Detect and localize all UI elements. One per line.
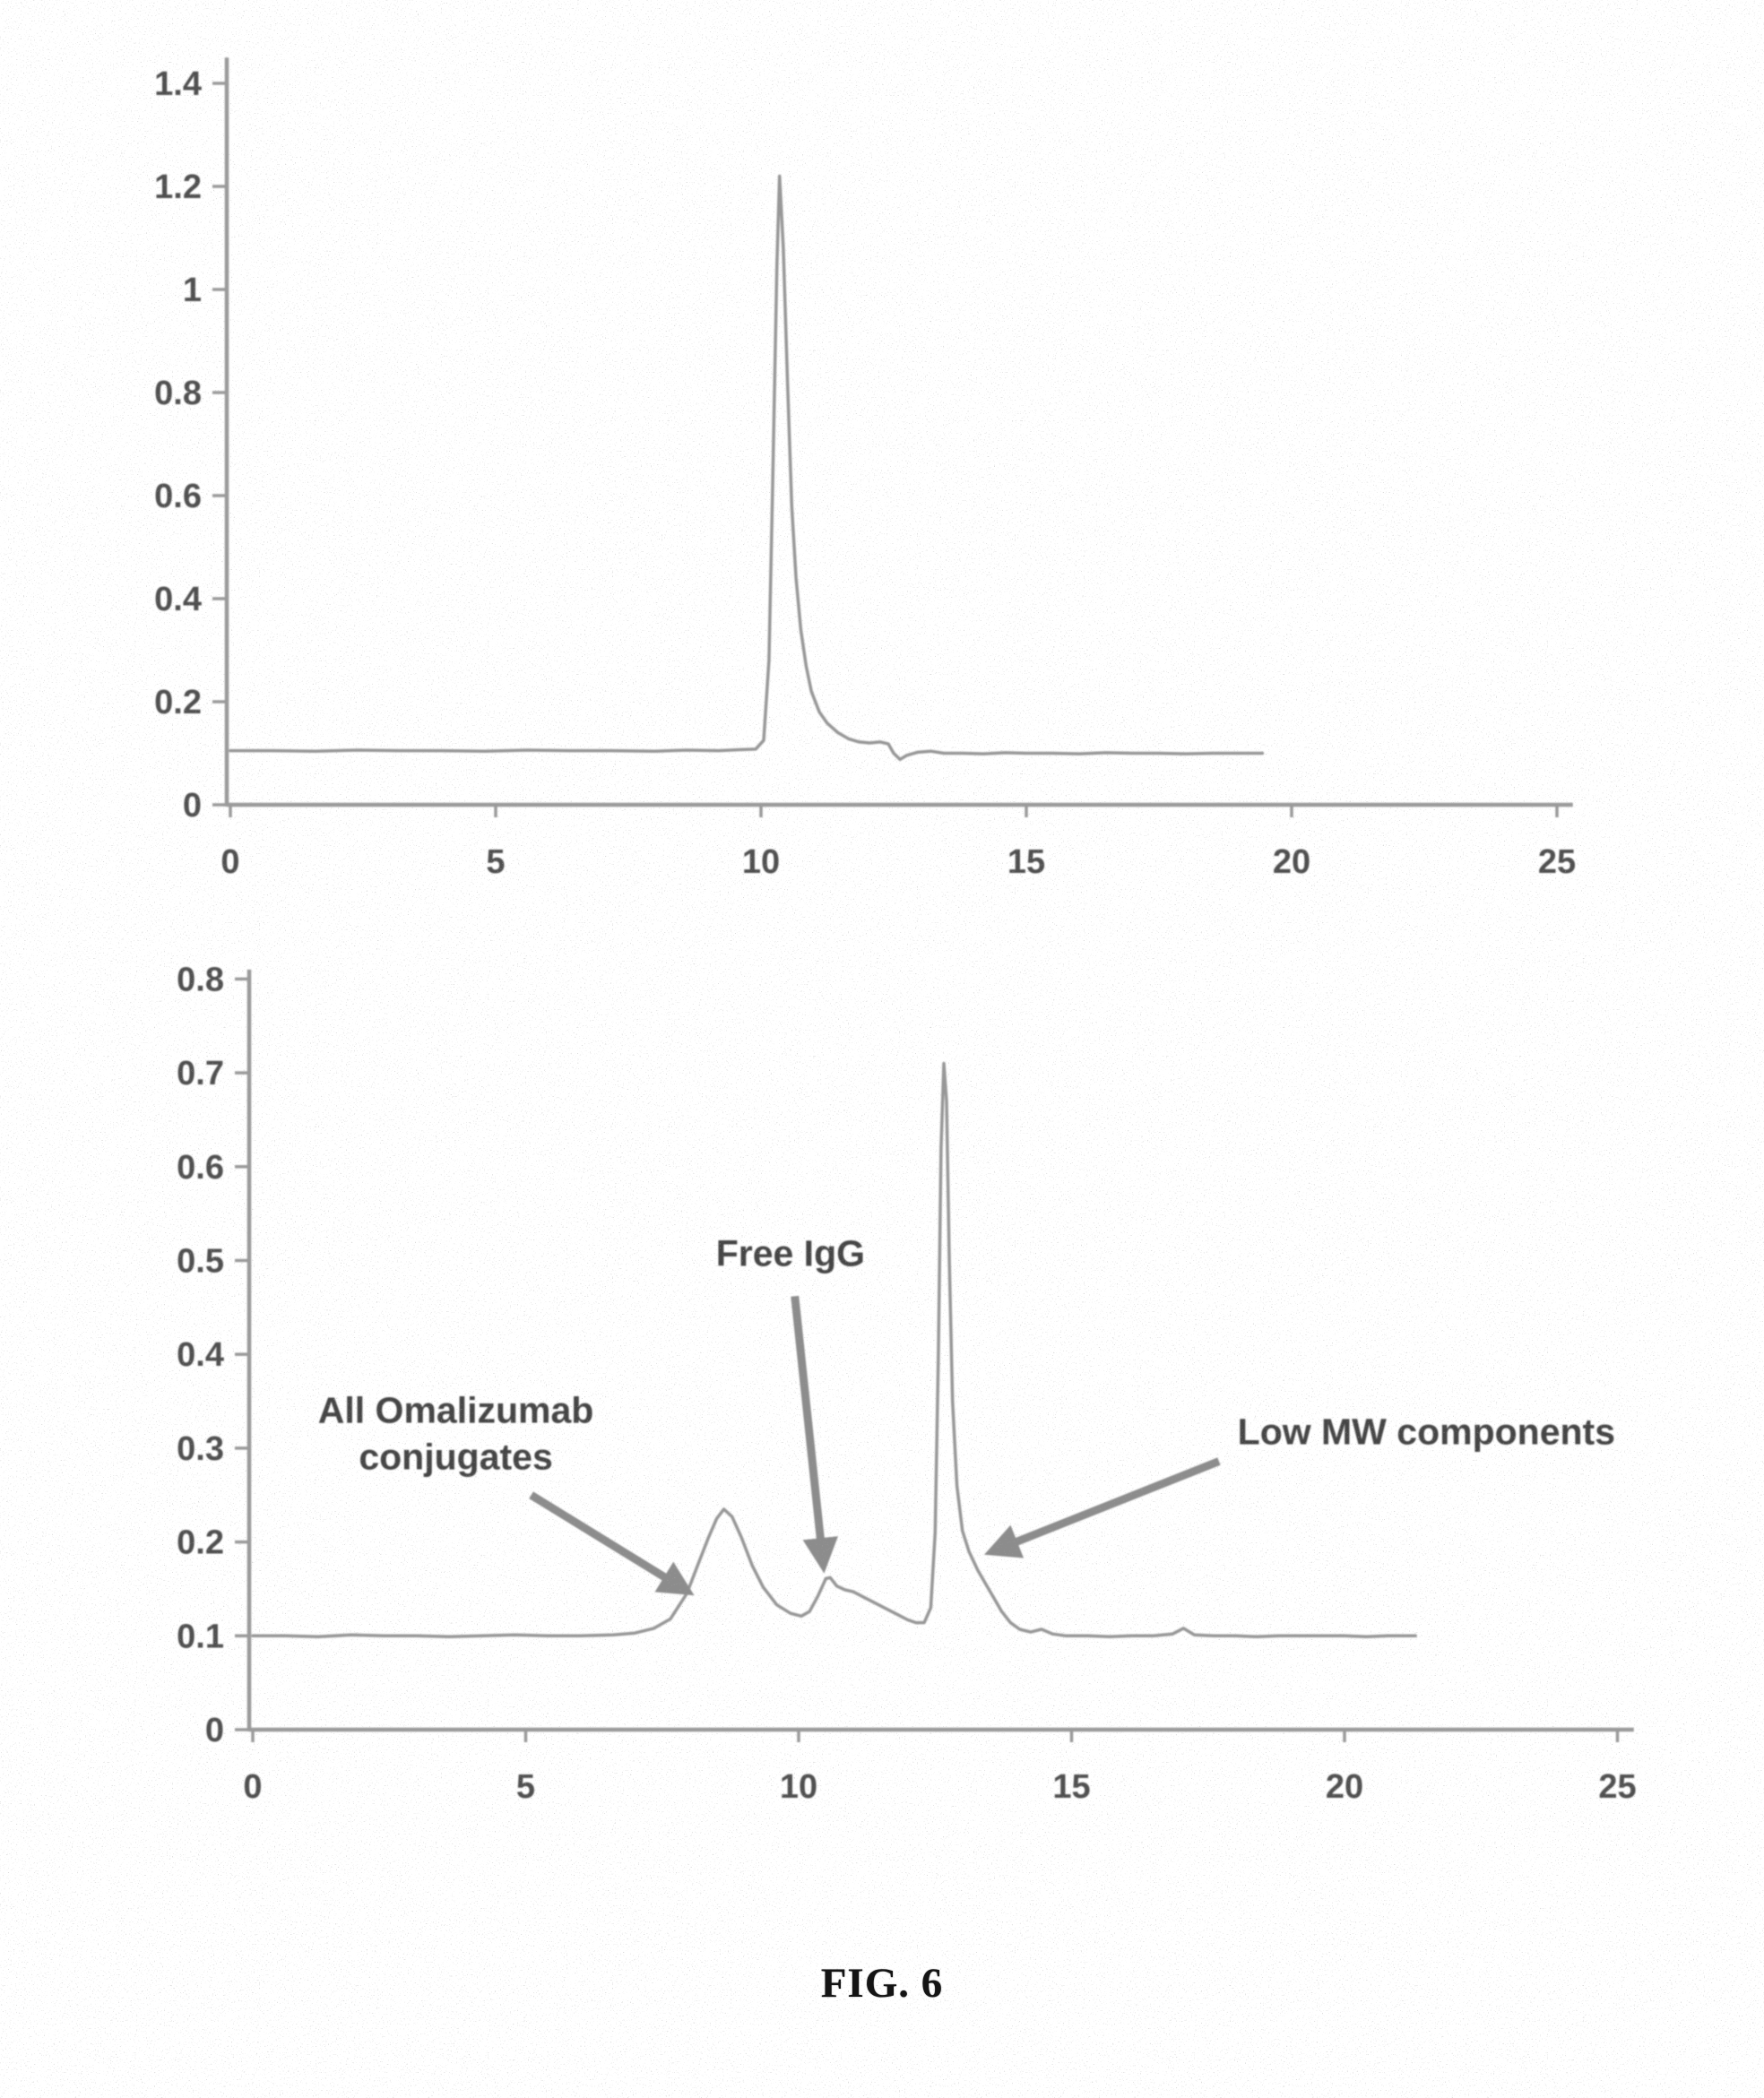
y-tick-label: 0.2 xyxy=(177,1524,224,1562)
y-tick-label: 0.5 xyxy=(177,1243,224,1281)
y-tick-label: 0.6 xyxy=(177,1149,224,1187)
y-tick-label: 0.4 xyxy=(177,1336,224,1374)
x-tick-label: 0 xyxy=(220,843,239,881)
top-chromatogram: 0 5 10 15 20 25 0 0.2 0.4 0.6 0.8 1 1.2 1.4 xyxy=(154,57,1576,881)
x-tick-label: 10 xyxy=(742,843,780,881)
y-tick-label: 0.2 xyxy=(154,684,202,721)
bottom-chromatogram: 0 5 10 15 20 25 0 0.1 0.2 0.3 0.4 0.5 0.6 0.7 0.8 All O… xyxy=(177,961,1636,1806)
y-tick-label: 0.8 xyxy=(154,375,202,412)
figure-caption: FIG. 6 xyxy=(820,1960,944,2007)
y-tick-label: 0 xyxy=(183,787,202,825)
annotation-label: Free IgG xyxy=(716,1233,865,1274)
x-tick-label: 0 xyxy=(243,1768,262,1806)
y-tick-label: 0.1 xyxy=(177,1618,224,1655)
y-tick-label: 0.3 xyxy=(177,1430,224,1468)
y-tick-label: 0 xyxy=(205,1712,224,1749)
x-tick-label: 15 xyxy=(1052,1768,1090,1806)
y-tick-label: 0.8 xyxy=(177,961,224,998)
reaction-mixture-trace xyxy=(251,1061,1417,1639)
charts-root: 0 5 10 15 20 25 0 0.2 0.4 0.6 0.8 1 1.2 1.4 0 5 10 15 20 25… xyxy=(154,57,1637,1806)
annotation-arrow xyxy=(983,1457,1221,1558)
y-tick-label: 1.2 xyxy=(154,168,202,206)
annotation-label: Low MW components xyxy=(1238,1412,1615,1453)
x-tick-label: 25 xyxy=(1538,843,1576,881)
x-tick-label: 5 xyxy=(486,843,505,881)
annotation-arrow xyxy=(791,1295,838,1574)
y-tick-label: 0.7 xyxy=(177,1055,224,1092)
x-tick-label: 15 xyxy=(1007,843,1045,881)
y-tick-label: 1 xyxy=(183,272,202,309)
x-tick-label: 20 xyxy=(1326,1768,1363,1806)
x-tick-label: 5 xyxy=(516,1768,535,1806)
purified-conjugate-trace xyxy=(229,174,1265,762)
y-tick-label: 0.6 xyxy=(154,478,202,515)
y-tick-label: 1.4 xyxy=(154,65,202,103)
annotation-arrow xyxy=(529,1491,695,1596)
annotation-label: All Omalizumab conjugates xyxy=(318,1390,594,1478)
x-tick-label: 20 xyxy=(1273,843,1310,881)
x-tick-label: 25 xyxy=(1598,1768,1636,1806)
x-tick-label: 10 xyxy=(780,1768,817,1806)
y-tick-label: 0.4 xyxy=(154,581,202,618)
